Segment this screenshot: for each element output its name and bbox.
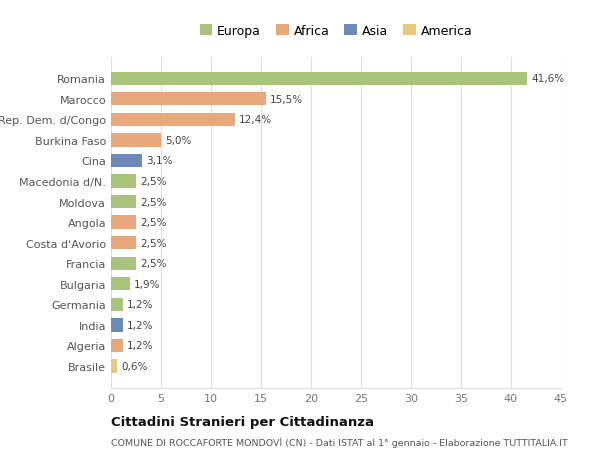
Bar [111,216,136,230]
Text: 5,0%: 5,0% [165,135,191,146]
Text: 1,9%: 1,9% [134,279,161,289]
Text: 1,2%: 1,2% [127,300,154,310]
Bar [111,359,117,373]
Bar [111,154,142,168]
Text: 2,5%: 2,5% [140,197,167,207]
Bar [111,134,161,147]
Text: Cittadini Stranieri per Cittadinanza: Cittadini Stranieri per Cittadinanza [111,415,374,428]
Bar [111,257,136,270]
Bar [111,113,235,127]
Bar [111,298,123,311]
Text: 2,5%: 2,5% [140,218,167,228]
Bar [111,236,136,250]
Text: 1,2%: 1,2% [127,341,154,351]
Text: 2,5%: 2,5% [140,238,167,248]
Text: 15,5%: 15,5% [270,95,303,105]
Text: 12,4%: 12,4% [239,115,272,125]
Text: 41,6%: 41,6% [531,74,564,84]
Bar [111,73,527,86]
Text: 1,2%: 1,2% [127,320,154,330]
Text: COMUNE DI ROCCAFORTE MONDOVÌ (CN) - Dati ISTAT al 1° gennaio - Elaborazione TUTT: COMUNE DI ROCCAFORTE MONDOVÌ (CN) - Dati… [111,437,568,448]
Bar [111,196,136,209]
Text: 2,5%: 2,5% [140,177,167,187]
Bar [111,278,130,291]
Legend: Europa, Africa, Asia, America: Europa, Africa, Asia, America [200,25,472,38]
Text: 2,5%: 2,5% [140,258,167,269]
Bar [111,339,123,353]
Bar [111,175,136,188]
Text: 3,1%: 3,1% [146,156,173,166]
Bar [111,319,123,332]
Bar [111,93,266,106]
Text: 0,6%: 0,6% [121,361,148,371]
